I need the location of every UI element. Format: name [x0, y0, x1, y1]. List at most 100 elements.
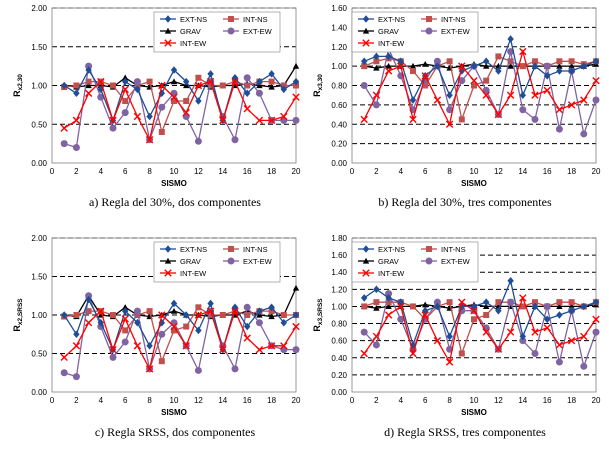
data-point: [422, 60, 429, 67]
data-point: [580, 332, 588, 341]
data-point: [60, 353, 68, 362]
data-point: [268, 83, 275, 90]
data-point: [532, 58, 538, 65]
data-point: [134, 318, 141, 327]
legend: EXT-NS INT-NS GRAV EXT-EW INT-EW: [351, 11, 479, 53]
data-point: [568, 303, 575, 310]
x-tick-label: 10: [170, 396, 179, 405]
legend-marker: [362, 15, 370, 23]
legend-label: EXT-EW: [243, 257, 273, 266]
data-point: [122, 304, 129, 310]
x-tick-label: 8: [147, 396, 152, 405]
data-point: [494, 110, 503, 119]
data-point: [555, 341, 564, 349]
data-point: [568, 67, 575, 75]
legend-label: EXT-EW: [243, 27, 273, 36]
chart-d: 0.00 0.20 0.40 0.60 0.80 1.00 1.20 1.40 1.60 1.80…: [312, 234, 601, 417]
data-point: [182, 108, 190, 117]
data-point: [483, 303, 490, 310]
x-tick-label: 18: [567, 396, 576, 405]
y-axis-label: Rx2,SRSS: [12, 298, 24, 332]
data-point: [194, 311, 203, 319]
legend-entry: GRAV: [160, 27, 201, 36]
x-tick-label: 8: [447, 396, 452, 405]
data-point: [580, 302, 587, 311]
legend-label: GRAV: [180, 257, 201, 266]
data-point: [206, 77, 215, 86]
data-point: [373, 64, 380, 71]
data-point: [292, 346, 300, 354]
x-axis-label: SISMO: [161, 408, 187, 417]
x-tick-label: 10: [470, 396, 479, 405]
data-point: [121, 85, 129, 94]
data-point: [506, 328, 515, 336]
data-point: [219, 116, 227, 125]
data-point: [134, 312, 141, 318]
data-point: [531, 115, 539, 123]
data-point: [531, 350, 539, 357]
data-point: [543, 324, 551, 332]
legend-entry: INT-NS: [421, 245, 466, 254]
data-point: [292, 311, 300, 319]
data-point: [85, 308, 92, 315]
data-point: [292, 62, 300, 69]
x-tick-label: 12: [194, 167, 203, 176]
data-point: [592, 96, 600, 104]
x-tick-label: 0: [350, 167, 355, 176]
data-point: [568, 58, 575, 65]
data-point: [446, 299, 453, 306]
y-tick-label: 1.00: [331, 302, 347, 311]
data-point: [556, 299, 563, 306]
x-tick-label: 0: [350, 396, 355, 405]
x-tick-label: 6: [423, 167, 428, 176]
data-point: [72, 373, 80, 381]
y-tick-label: 0.80: [331, 82, 347, 91]
legend-entry: EXT-NS: [160, 245, 207, 254]
legend-marker: [227, 27, 235, 35]
data-point: [133, 112, 142, 121]
data-point: [531, 62, 539, 70]
data-point: [458, 298, 466, 306]
data-point: [60, 140, 68, 148]
data-point: [255, 116, 264, 125]
data-point: [85, 82, 92, 89]
legend-marker: [362, 27, 370, 34]
data-point: [255, 89, 263, 97]
data-point: [158, 330, 166, 338]
data-point: [373, 52, 380, 61]
data-point: [61, 311, 68, 319]
y-axis-label: Rx3,SRSS: [312, 298, 324, 332]
data-point: [171, 98, 177, 104]
data-point: [73, 312, 80, 318]
x-tick-label: 16: [543, 167, 552, 176]
x-tick-label: 6: [123, 396, 128, 405]
legend-marker: [426, 246, 432, 252]
chart-c: 0.00 0.50 1.00 1.50 2.00 0 2 4 6 8 10 12 14 16 18 20 SIS…: [12, 234, 301, 417]
series-line: [363, 49, 597, 127]
data-point: [219, 345, 227, 354]
data-point: [519, 91, 526, 99]
data-point: [244, 82, 251, 89]
legend-entry: EXT-NS: [358, 15, 405, 24]
legend-marker: [362, 39, 370, 47]
series-line: [64, 63, 296, 149]
data-point: [219, 312, 226, 318]
data-point: [361, 63, 368, 70]
data-point: [433, 57, 441, 65]
x-tick-label: 4: [99, 396, 104, 405]
data-point: [556, 58, 563, 65]
series-line: [364, 304, 597, 309]
data-point: [244, 89, 251, 98]
y-tick-label: 0.00: [331, 388, 347, 397]
data-point: [255, 319, 263, 327]
data-point: [60, 369, 68, 377]
series-int-ew: [60, 77, 300, 144]
data-point: [145, 365, 154, 373]
data-point: [231, 365, 239, 373]
data-point: [433, 336, 442, 345]
data-point: [397, 57, 404, 66]
legend-label: INT-EW: [180, 39, 207, 48]
data-point: [507, 35, 514, 43]
data-point: [255, 345, 264, 354]
